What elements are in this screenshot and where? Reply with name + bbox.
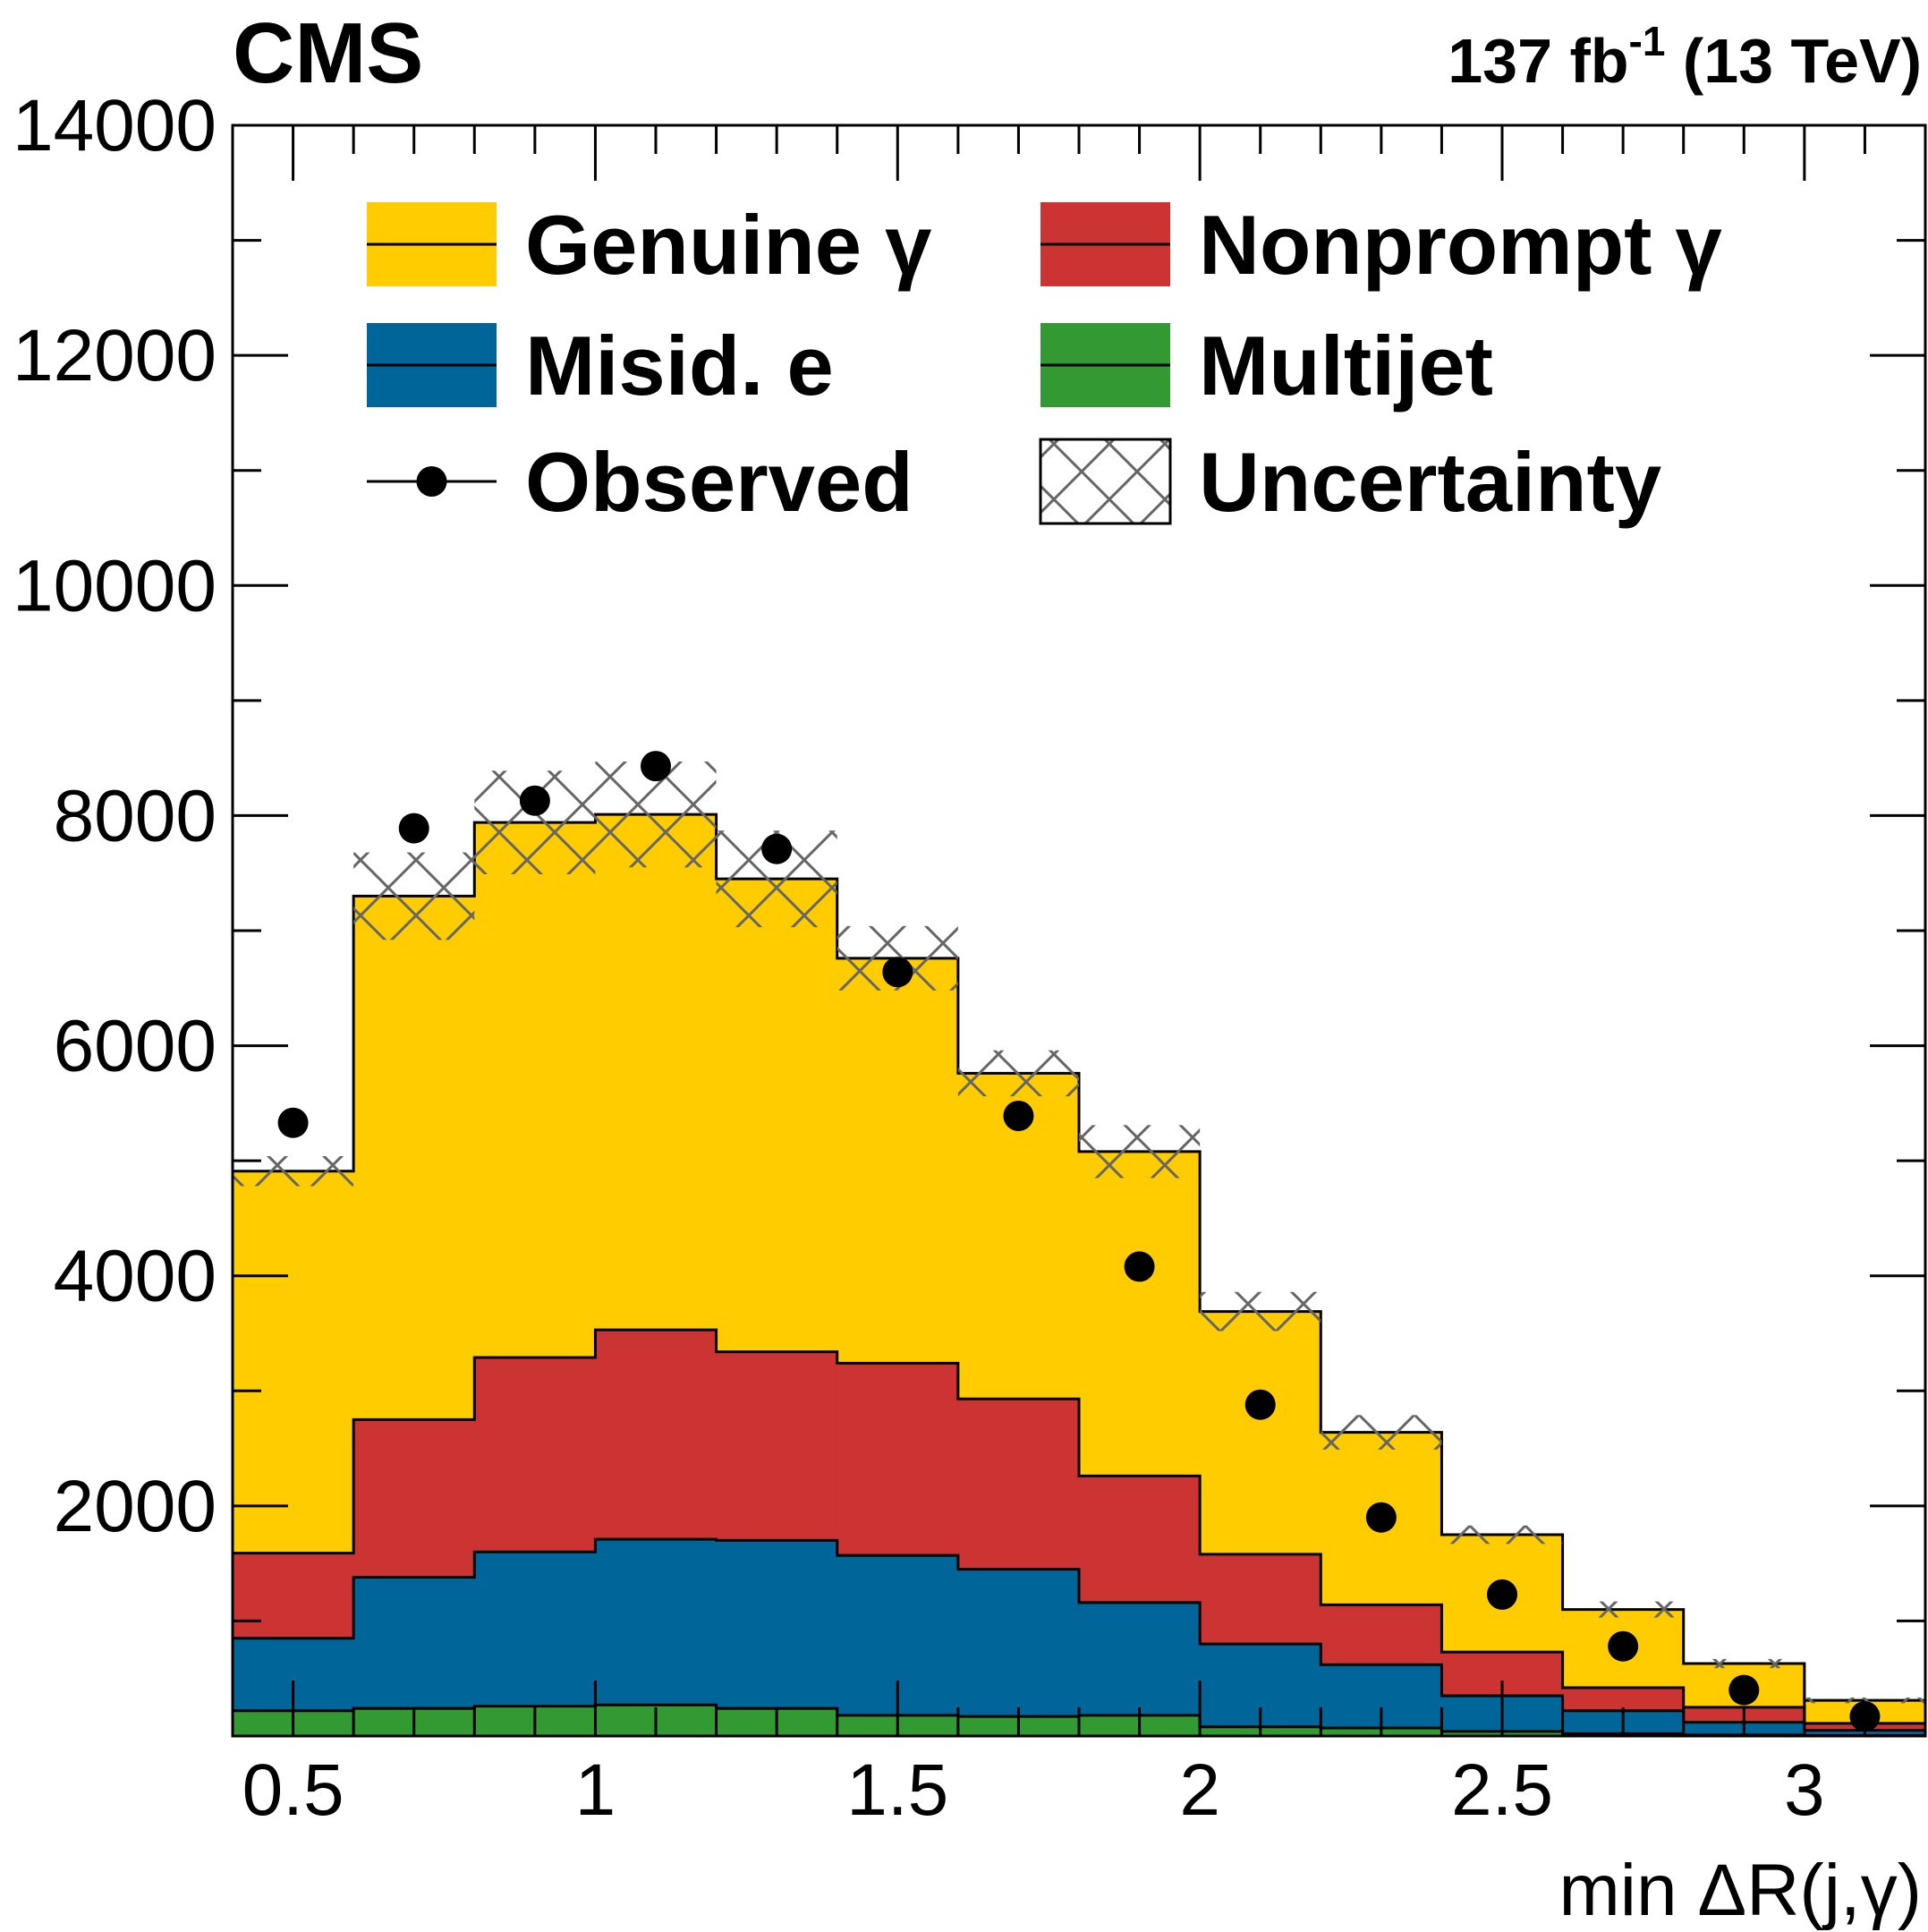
uncertainty-band-11 [1562, 1601, 1684, 1618]
legend-label: Uncertainty [1199, 435, 1661, 529]
uncertainty-band-7 [1079, 1125, 1201, 1179]
legend-label: Genuine γ [525, 198, 931, 292]
bar-genuine--0 [233, 1170, 354, 1553]
bar-nonprompt--6 [957, 1399, 1080, 1570]
legend-label: Nonprompt γ [1199, 198, 1722, 292]
bar-nonprompt--7 [1079, 1476, 1201, 1603]
y-tick-label: 8000 [54, 775, 217, 856]
observed-point-0 [277, 1107, 309, 1138]
bar-genuine--1 [353, 896, 475, 1420]
bar-misid-e-7 [1079, 1602, 1201, 1715]
uncertainty-band-12 [1683, 1658, 1805, 1669]
x-tick-label: 0.5 [242, 1749, 344, 1831]
uncertainty-band-6 [957, 1050, 1079, 1097]
uncertainty-bands [233, 762, 1925, 1704]
observed-point-12 [1728, 1674, 1760, 1706]
y-tick-label: 6000 [54, 1006, 217, 1087]
bar-nonprompt--2 [474, 1358, 597, 1553]
observed-point-9 [1365, 1502, 1397, 1533]
legend-label: Multijet [1199, 319, 1493, 413]
legend-entry-2: Misid. e [367, 319, 834, 413]
legend-hatch-swatch [1039, 438, 1172, 525]
bar-genuine--7 [1079, 1151, 1201, 1477]
experiment-label: CMS [233, 5, 423, 101]
observed-points [277, 751, 1881, 1732]
bar-misid-e-6 [957, 1569, 1080, 1717]
legend-marker [416, 466, 447, 497]
bar-misid-e-4 [716, 1540, 838, 1709]
observed-point-5 [882, 957, 913, 988]
legend: Genuine γ Nonprompt γ Misid. e Multijet Obse… [367, 198, 1722, 529]
stacked-bars [233, 813, 1925, 1736]
bar-nonprompt--8 [1200, 1553, 1321, 1645]
bar-nonprompt--4 [716, 1351, 838, 1541]
observed-point-8 [1244, 1389, 1276, 1420]
observed-point-1 [398, 813, 429, 844]
y-tick-label: 12000 [13, 315, 217, 396]
uncertainty-band-10 [1441, 1525, 1563, 1545]
bar-nonprompt--3 [595, 1330, 718, 1540]
observed-point-2 [519, 785, 550, 816]
legend-label: Observed [525, 435, 913, 529]
uncertainty-band-9 [1321, 1415, 1442, 1450]
lumi-exponent: -1 [1629, 18, 1666, 64]
uncertainty-band-13 [1804, 1697, 1925, 1704]
energy-label: (13 TeV) [1665, 26, 1922, 96]
luminosity-label: 137 fb-1 (13 TeV) [1448, 18, 1922, 96]
x-axis-label: min ΔR(j,γ) [1559, 1850, 1922, 1931]
observed-point-11 [1608, 1630, 1639, 1662]
lumi-value: 137 fb [1448, 26, 1628, 96]
bar-genuine--8 [1200, 1311, 1321, 1554]
bar-misid-e-2 [474, 1552, 597, 1706]
legend-label: Misid. e [525, 319, 834, 413]
bar-nonprompt--0 [233, 1553, 354, 1638]
x-tick-label: 3 [1784, 1749, 1825, 1831]
x-tick-label: 2 [1179, 1749, 1220, 1831]
legend-entry-3: Multijet [1040, 319, 1493, 413]
y-tick-label: 4000 [54, 1236, 217, 1317]
uncertainty-band-8 [1200, 1291, 1321, 1332]
bar-nonprompt--11 [1562, 1688, 1685, 1711]
y-tick-label: 10000 [13, 545, 217, 626]
bar-genuine--5 [837, 957, 959, 1364]
x-tick-label: 1.5 [846, 1749, 948, 1831]
stack-outline-2 [233, 1328, 1925, 1725]
bar-misid-e-1 [353, 1577, 475, 1709]
observed-point-7 [1124, 1251, 1155, 1282]
legend-entry-0: Genuine γ [367, 198, 931, 292]
observed-point-4 [761, 833, 793, 864]
observed-point-6 [1003, 1101, 1034, 1131]
bar-nonprompt--5 [837, 1363, 959, 1556]
legend-entry-1: Nonprompt γ [1040, 198, 1722, 292]
bar-genuine--3 [595, 814, 718, 1331]
bar-nonprompt--9 [1321, 1604, 1443, 1665]
bar-nonprompt--1 [353, 1419, 475, 1578]
legend-entry-5: Uncertainty [1039, 435, 1661, 529]
y-tick-label: 14000 [13, 85, 217, 166]
axis-ticks: 2000 4000 6000 8000 10000 12000 14000 0.5 1 1.5 2 2… [13, 85, 1927, 1831]
uncertainty-band-1 [353, 852, 475, 940]
bar-misid-e-3 [595, 1539, 718, 1706]
bar-genuine--4 [716, 879, 838, 1352]
observed-point-3 [641, 751, 671, 782]
x-tick-label: 1 [575, 1749, 616, 1831]
observed-point-10 [1487, 1579, 1517, 1610]
y-tick-label: 2000 [54, 1466, 217, 1547]
legend-entry-4: Observed [367, 435, 913, 529]
bar-genuine--2 [474, 822, 597, 1358]
x-tick-label: 2.5 [1451, 1749, 1553, 1831]
